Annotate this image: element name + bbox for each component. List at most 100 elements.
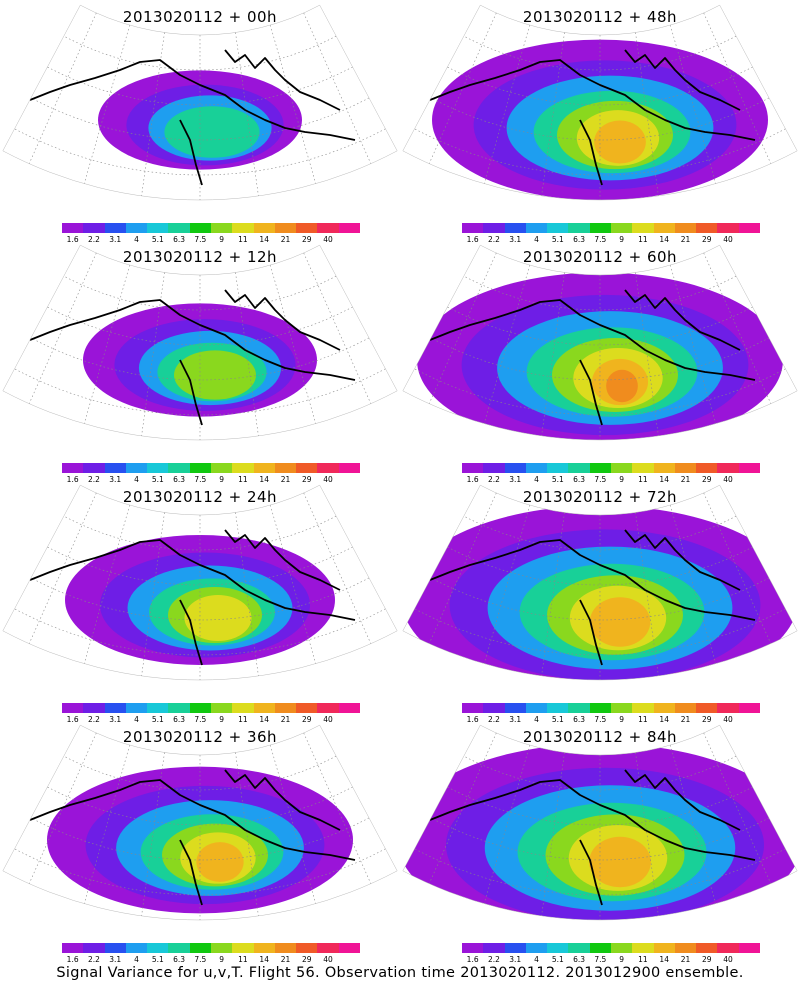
colorbar-tick-label: 7.5 bbox=[594, 715, 607, 724]
colorbar-swatch bbox=[568, 703, 590, 713]
colorbar-swatch bbox=[610, 463, 633, 473]
colorbar-tick-label: 29 bbox=[302, 955, 312, 964]
colorbar-tick-label: 4 bbox=[534, 235, 539, 244]
colorbar-tick-label: 11 bbox=[238, 715, 248, 724]
colorbar-swatch bbox=[717, 703, 739, 713]
colorbar-tick-label: 29 bbox=[702, 715, 712, 724]
colorbar-swatch bbox=[674, 223, 697, 233]
longitude-line bbox=[703, 492, 772, 644]
latitude-line bbox=[14, 128, 386, 176]
colorbar bbox=[462, 703, 760, 713]
colorbar-swatch bbox=[717, 223, 739, 233]
coastline bbox=[429, 49, 756, 186]
panel-title: 2013020112 + 84h bbox=[522, 728, 678, 746]
colorbar-tick-label: 6.3 bbox=[573, 715, 586, 724]
longitude-line bbox=[635, 272, 659, 436]
colorbar-tick-label: 9 bbox=[619, 235, 625, 244]
colorbar-swatch bbox=[296, 943, 318, 953]
colorbar-swatch bbox=[462, 463, 484, 473]
colorbar-tick-label: 11 bbox=[638, 235, 648, 244]
panel-title: 2013020112 + 00h bbox=[122, 8, 278, 26]
colorbar-swatch bbox=[674, 463, 697, 473]
colorbar-labels: 1.6 2.2 3.1 4 5.1 6.3 7.5 9 11 14 21 29 40 bbox=[462, 235, 760, 245]
colorbar-tick-label: 6.3 bbox=[173, 475, 186, 484]
colorbar-swatch bbox=[589, 943, 611, 953]
colorbar-swatch bbox=[83, 943, 105, 953]
colorbar-swatch bbox=[296, 703, 318, 713]
longitude-line bbox=[235, 272, 259, 436]
colorbar-swatch bbox=[483, 943, 505, 953]
colorbar-tick-label: 21 bbox=[280, 235, 291, 244]
colorbar-tick-label: 3.1 bbox=[109, 235, 122, 244]
coastline bbox=[429, 289, 756, 426]
colorbar-swatch bbox=[147, 223, 169, 233]
colorbar-swatch bbox=[317, 223, 339, 233]
colorbar-swatch bbox=[589, 223, 611, 233]
colorbar-tick-label: 40 bbox=[723, 715, 733, 724]
colorbar-swatch bbox=[504, 223, 526, 233]
latitude-line bbox=[14, 848, 386, 896]
variance-map bbox=[2, 244, 398, 441]
colorbar-tick-label: 9 bbox=[219, 475, 225, 484]
colorbar-tick-label: 6.3 bbox=[573, 475, 586, 484]
panel-title: 2013020112 + 48h bbox=[522, 8, 678, 26]
colorbar-tick-label: 1.6 bbox=[66, 715, 79, 724]
colorbar-tick-label: 2.2 bbox=[487, 475, 500, 484]
colorbar-tick-label: 9 bbox=[219, 955, 225, 964]
colorbar-swatch bbox=[147, 703, 169, 713]
colorbar-swatch bbox=[568, 223, 590, 233]
latitude-line bbox=[414, 368, 786, 416]
panel-title: 2013020112 + 24h bbox=[122, 488, 278, 506]
colorbar-tick-label: 40 bbox=[323, 235, 333, 244]
colorbar-tick-label: 11 bbox=[638, 475, 648, 484]
colorbar-swatch bbox=[696, 943, 718, 953]
colorbar-tick-label: 14 bbox=[659, 715, 669, 724]
variance-map bbox=[402, 4, 798, 201]
colorbar-tick-label: 1.6 bbox=[66, 955, 79, 964]
colorbar-tick-label: 4 bbox=[134, 715, 139, 724]
colorbar-tick-label: 7.5 bbox=[194, 475, 207, 484]
longitude-line bbox=[141, 272, 165, 436]
latitude-line bbox=[430, 817, 770, 861]
colorbar-swatch bbox=[274, 223, 297, 233]
longitude-line bbox=[541, 272, 565, 436]
colorbar-swatch bbox=[696, 223, 718, 233]
map-panel: 2013020112 + 24h 1.6 2.2 3.1 4 5.1 6.3 7.5 9 11 14… bbox=[0, 480, 400, 724]
colorbar-swatch bbox=[338, 463, 360, 473]
colorbar-swatch bbox=[62, 703, 84, 713]
colorbar-tick-label: 11 bbox=[238, 475, 248, 484]
colorbar-labels: 1.6 2.2 3.1 4 5.1 6.3 7.5 9 11 14 21 29 40 bbox=[62, 235, 360, 245]
map-panel: 2013020112 + 48h 1.6 2.2 3.1 4 5.1 6.3 7.5 9 11 14… bbox=[400, 0, 800, 244]
coastline bbox=[429, 769, 756, 906]
colorbar-tick-label: 40 bbox=[723, 235, 733, 244]
latitude-line bbox=[14, 608, 386, 656]
colorbar-tick-label: 29 bbox=[302, 475, 312, 484]
colorbar-tick-label: 9 bbox=[619, 715, 625, 724]
colorbar-tick-label: 40 bbox=[723, 955, 733, 964]
colorbar-tick-label: 5.1 bbox=[151, 955, 164, 964]
colorbar-tick-label: 7.5 bbox=[194, 235, 207, 244]
latitude-line bbox=[30, 97, 370, 141]
colorbar-tick-label: 6.3 bbox=[573, 955, 586, 964]
colorbar-tick-label: 11 bbox=[638, 955, 648, 964]
colorbar-swatch bbox=[83, 223, 105, 233]
colorbar-swatch bbox=[632, 943, 654, 953]
colorbar-swatch bbox=[547, 703, 569, 713]
map-panel: 2013020112 + 72h 1.6 2.2 3.1 4 5.1 6.3 7.5 9 11 14… bbox=[400, 480, 800, 724]
colorbar-tick-label: 7.5 bbox=[594, 955, 607, 964]
colorbar-tick-label: 5.1 bbox=[151, 475, 164, 484]
colorbar-swatch bbox=[653, 943, 675, 953]
colorbar-tick-label: 14 bbox=[259, 715, 269, 724]
colorbar-tick-label: 3.1 bbox=[509, 715, 522, 724]
colorbar-swatch bbox=[210, 223, 233, 233]
colorbar-swatch bbox=[610, 703, 633, 713]
colorbar bbox=[462, 943, 760, 953]
colorbar-swatch bbox=[168, 703, 190, 713]
colorbar-tick-label: 21 bbox=[680, 235, 691, 244]
colorbar-swatch bbox=[462, 223, 484, 233]
longitude-line bbox=[703, 732, 772, 884]
colorbar-tick-label: 1.6 bbox=[66, 235, 79, 244]
colorbar-swatch bbox=[189, 223, 211, 233]
colorbar-swatch bbox=[483, 463, 505, 473]
colorbar-swatch bbox=[125, 943, 148, 953]
